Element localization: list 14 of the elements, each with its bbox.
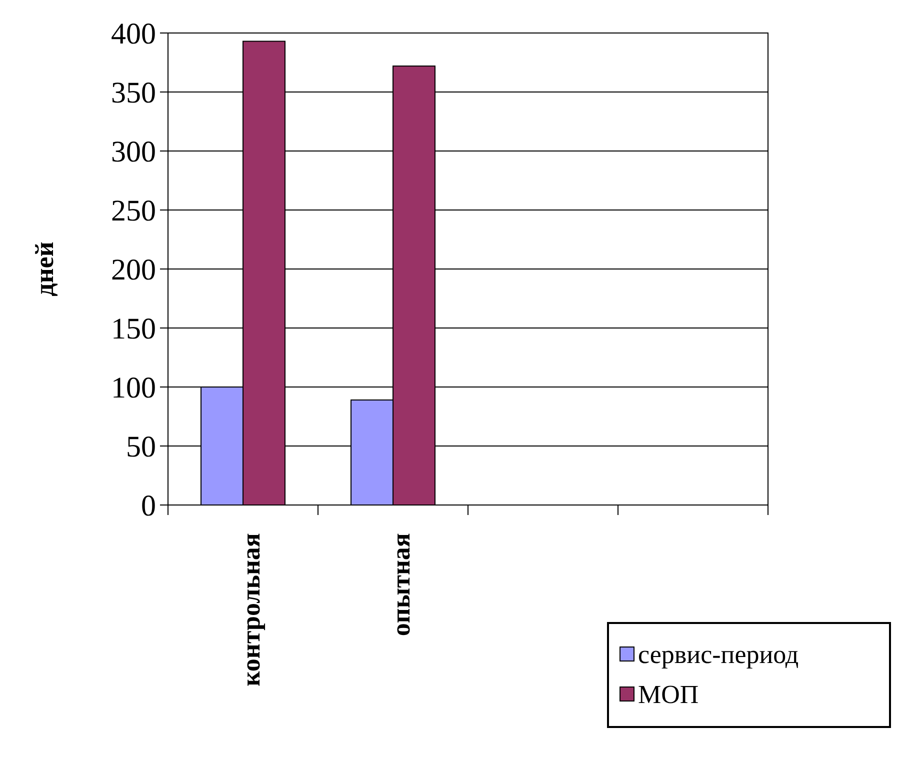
y-tick-label: 200	[111, 254, 156, 286]
x-tick-label: опытная	[386, 533, 416, 636]
y-tick-label: 300	[111, 136, 156, 168]
y-tick-label: 0	[141, 490, 156, 522]
y-tick-label: 100	[111, 372, 156, 404]
legend-label: МОП	[638, 680, 699, 710]
y-tick-label: 250	[111, 194, 156, 228]
y-tick-label: 150	[111, 312, 156, 346]
legend-label: сервис-период	[638, 640, 799, 670]
y-tick-label: 50	[126, 430, 156, 464]
x-tick-label: контрольная	[236, 533, 266, 686]
y-tick-label: 400	[111, 18, 156, 50]
y-tick-label: 350	[111, 76, 156, 110]
y-axis-title: дней	[30, 242, 59, 296]
